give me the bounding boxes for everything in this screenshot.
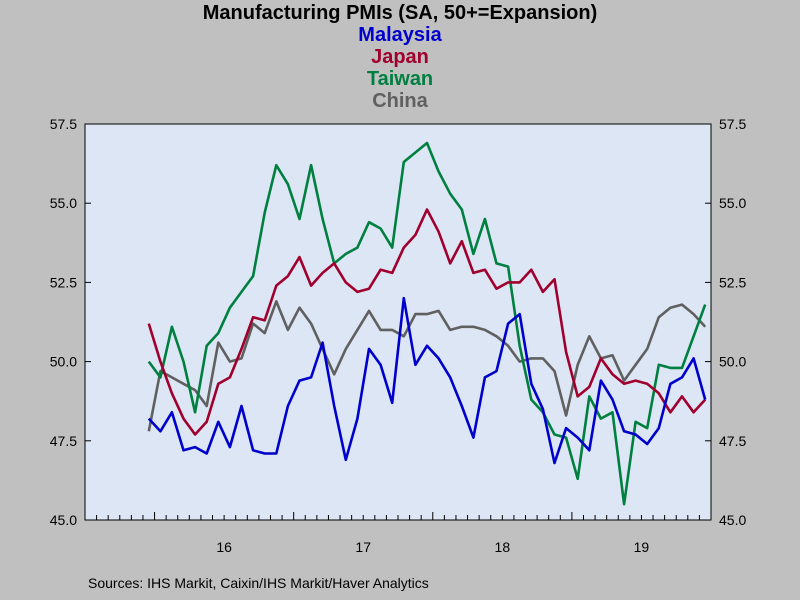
ytick-label-right: 50.0 [719, 354, 746, 370]
ytick-label-left: 47.5 [50, 433, 77, 449]
legend-label-china: China [372, 90, 428, 112]
plot-area [84, 123, 712, 521]
series-line-china [147, 300, 707, 432]
ytick-label-right: 57.5 [719, 116, 746, 132]
legend-label-taiwan: Taiwan [366, 68, 434, 90]
ytick-label-left: 52.5 [50, 274, 77, 290]
ytick-label-right: 47.5 [719, 433, 746, 449]
chart-title: Manufacturing PMIs (SA, 50+=Expansion) [202, 2, 598, 24]
ytick-label-right: 55.0 [719, 195, 746, 211]
ytick-label-left: 50.0 [50, 354, 77, 370]
source-note: Sources: IHS Markit, Caixin/IHS Markit/H… [88, 575, 429, 591]
legend-label-japan: Japan [371, 46, 429, 68]
xtick-label: 16 [216, 539, 232, 555]
xtick-label: 18 [495, 539, 511, 555]
series-line-malaysia [147, 296, 707, 465]
ytick-label-left: 57.5 [50, 116, 77, 132]
xtick-label: 17 [355, 539, 371, 555]
series-line-taiwan [147, 141, 707, 506]
ytick-label-left: 45.0 [50, 512, 77, 528]
xtick-label: 19 [634, 539, 650, 555]
ytick-label-left: 55.0 [50, 195, 77, 211]
series-line-japan [147, 208, 707, 436]
ytick-label-right: 52.5 [719, 274, 746, 290]
legend-label-malaysia: Malaysia [358, 24, 442, 46]
ytick-label-right: 45.0 [719, 512, 746, 528]
